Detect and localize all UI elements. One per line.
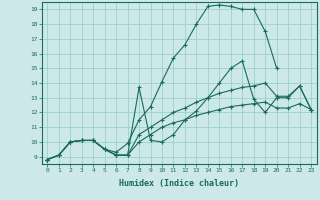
X-axis label: Humidex (Indice chaleur): Humidex (Indice chaleur)	[119, 179, 239, 188]
